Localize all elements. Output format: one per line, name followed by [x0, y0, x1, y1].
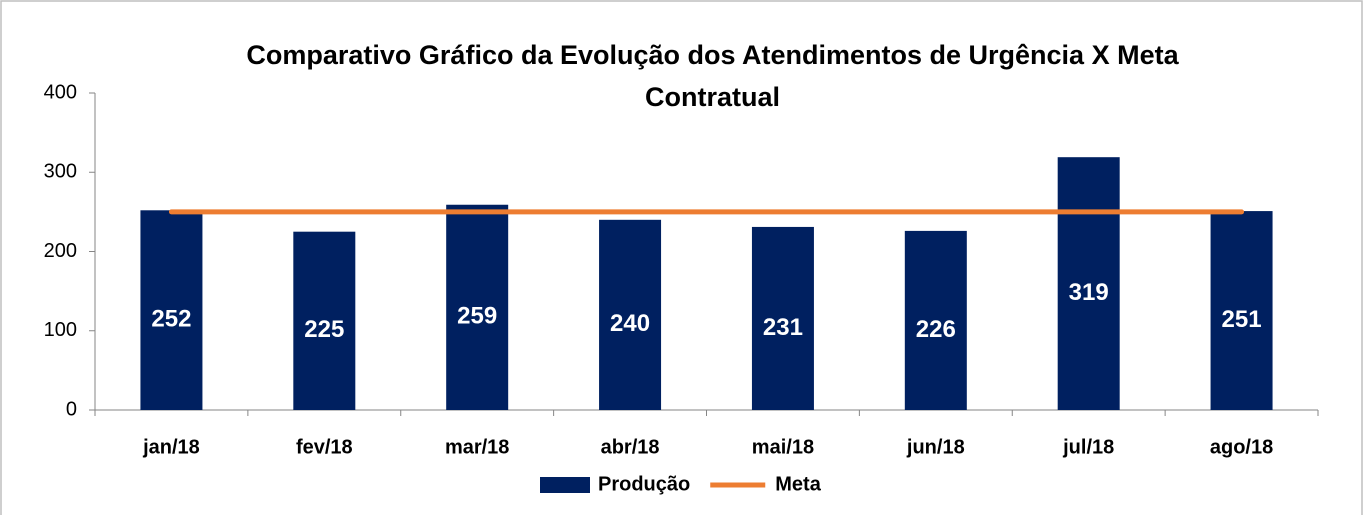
y-tick-label: 100	[44, 319, 77, 341]
data-label: 252	[151, 305, 191, 332]
bar	[904, 230, 967, 410]
bar	[751, 226, 814, 410]
x-tick-label: abr/18	[601, 436, 660, 458]
x-tick-label: jan/18	[142, 436, 200, 458]
data-label: 226	[916, 316, 956, 343]
legend-swatch	[540, 477, 590, 493]
chart-title: Comparativo Gráfico da Evolução dos Aten…	[246, 40, 1179, 112]
x-tick-label: ago/18	[1210, 436, 1273, 458]
data-label: 231	[763, 314, 803, 341]
data-label: 259	[457, 303, 497, 330]
x-tick-label: mai/18	[752, 436, 814, 458]
x-tick-label: fev/18	[296, 436, 353, 458]
bar	[140, 210, 203, 410]
bar	[293, 231, 356, 410]
y-tick-label: 300	[44, 161, 77, 183]
data-label: 319	[1069, 279, 1109, 306]
legend-label: Meta	[775, 473, 821, 495]
data-label: 225	[304, 316, 344, 343]
legend-label: Produção	[598, 473, 690, 495]
x-tick-label: mar/18	[445, 436, 510, 458]
data-label: 251	[1222, 306, 1262, 333]
bar	[1210, 211, 1273, 410]
x-tick-label: jun/18	[906, 436, 965, 458]
y-tick-label: 400	[44, 81, 77, 103]
y-tick-label: 0	[66, 398, 77, 420]
data-label: 240	[610, 310, 650, 337]
bar	[446, 204, 509, 410]
y-tick-label: 200	[44, 240, 77, 262]
bar	[1057, 157, 1120, 410]
bar	[599, 219, 662, 410]
x-tick-label: jul/18	[1062, 436, 1114, 458]
